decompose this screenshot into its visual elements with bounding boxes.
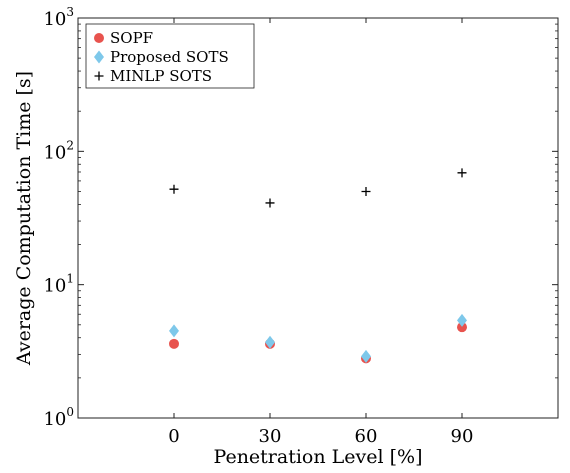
y-tick-label: 103 — [43, 5, 74, 30]
y-tick-label: 101 — [43, 272, 74, 297]
legend-marker-proposed-sots — [94, 50, 104, 64]
legend-box — [85, 23, 255, 89]
x-axis-label: Penetration Level [%] — [214, 446, 423, 468]
y-tick-exponent: 3 — [66, 5, 74, 19]
y-tick-exponent: 2 — [66, 138, 74, 152]
y-tick-label: 100 — [43, 405, 74, 430]
y-tick-label: 102 — [43, 138, 74, 163]
minlp-sots-point — [265, 198, 275, 208]
proposed-sots-point — [265, 335, 275, 349]
x-tick-label: 0 — [168, 426, 179, 447]
y-tick-base: 10 — [43, 142, 66, 163]
minlp-sots-point — [169, 184, 179, 194]
proposed-sots-point — [169, 324, 179, 338]
y-tick-base: 10 — [43, 409, 66, 430]
x-tick-label: 60 — [355, 426, 378, 447]
sopf-point — [169, 338, 179, 349]
y-tick-base: 10 — [43, 276, 66, 297]
y-tick-exponent: 1 — [66, 272, 74, 286]
legend-label-sopf: SOPF — [110, 29, 153, 47]
data-marks — [169, 168, 467, 364]
proposed-sots-point — [457, 313, 467, 327]
x-tick-label: 30 — [259, 426, 282, 447]
proposed-sots-point — [361, 349, 371, 363]
legend-label-minlp-sots: MINLP SOTS — [110, 67, 212, 85]
minlp-sots-point — [457, 168, 467, 178]
legend-label-proposed-sots: Proposed SOTS — [110, 48, 229, 66]
y-axis-label: Average Computation Time [s] — [13, 71, 35, 366]
legend-marker-minlp-sots — [94, 71, 104, 81]
y-tick-base: 10 — [43, 9, 66, 30]
minlp-sots-point — [361, 186, 371, 196]
x-tick-label: 90 — [451, 426, 474, 447]
sopf-point — [457, 322, 467, 333]
legend-marker-sopf — [94, 33, 104, 43]
y-tick-exponent: 0 — [66, 405, 74, 419]
